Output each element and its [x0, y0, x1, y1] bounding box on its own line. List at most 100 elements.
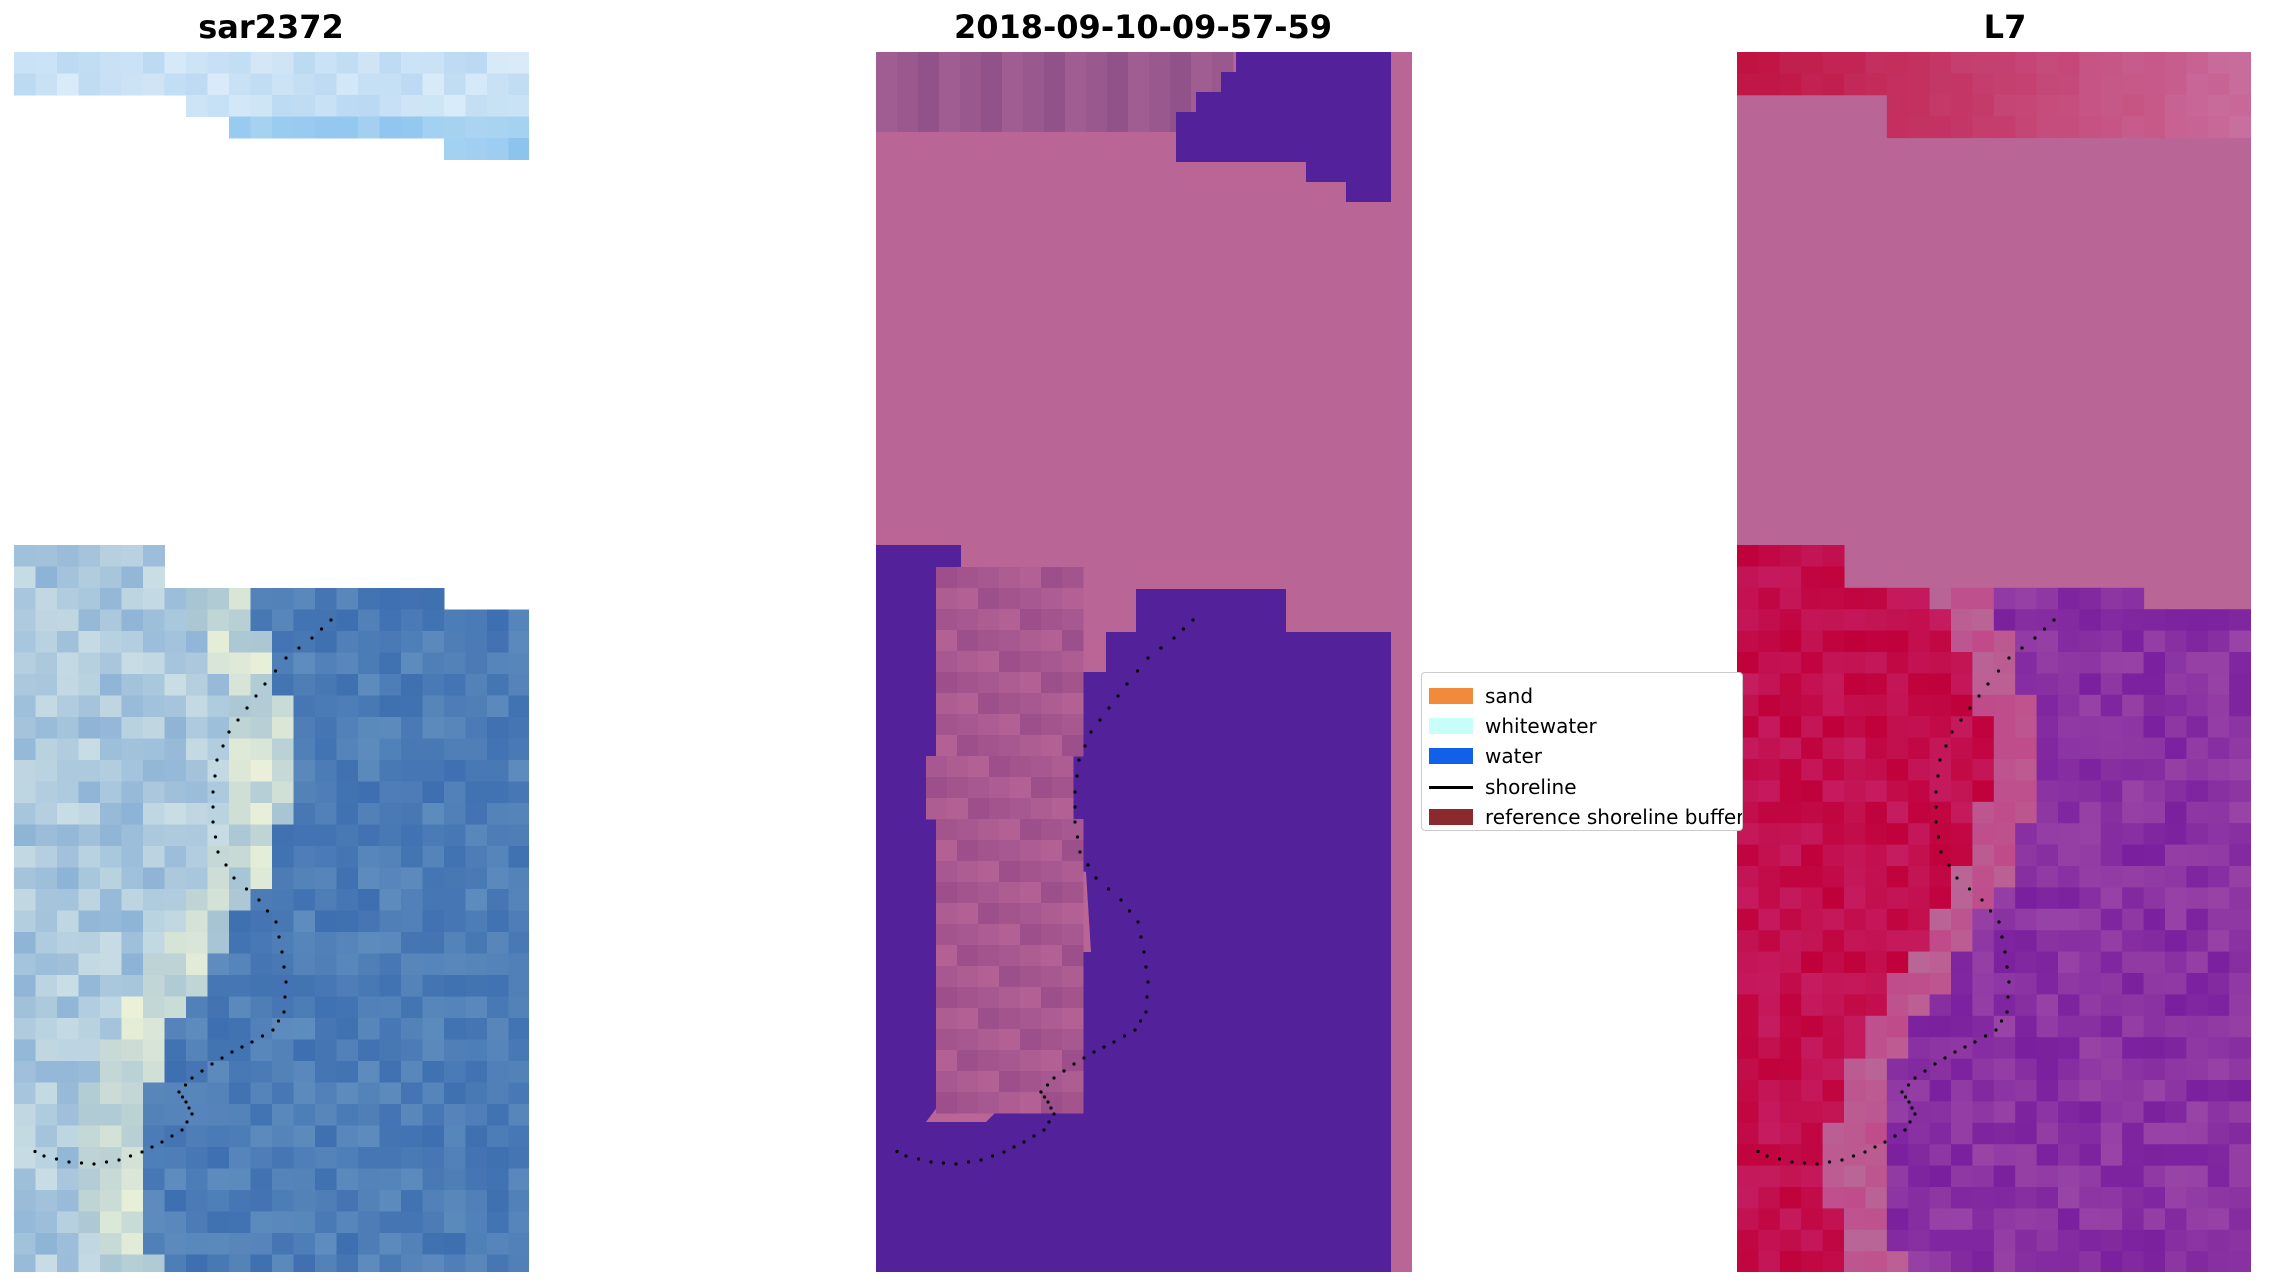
pixel — [1972, 1208, 1995, 1231]
pixel — [1779, 780, 1802, 803]
pixel — [35, 717, 58, 739]
pixel — [508, 1061, 529, 1083]
pixel — [1041, 882, 1063, 904]
legend-label-whitewater: whitewater — [1485, 714, 1597, 738]
pixel — [2015, 801, 2038, 824]
pixel — [1023, 52, 1045, 132]
pixel — [315, 631, 337, 653]
pixel — [1737, 609, 1759, 632]
pixel — [1908, 887, 1931, 910]
pixel — [2058, 908, 2080, 931]
pixel — [229, 1254, 251, 1272]
pixel — [968, 798, 990, 820]
pixel — [229, 95, 251, 117]
pixel — [401, 73, 423, 96]
pixel — [1951, 1058, 1973, 1081]
pixel — [78, 717, 101, 739]
pixel — [229, 717, 251, 739]
pixel — [14, 652, 36, 675]
pixel — [2036, 609, 2059, 632]
pixel — [1758, 930, 1781, 953]
shoreline-point — [1943, 1056, 1947, 1060]
shoreline-point — [1102, 1045, 1106, 1049]
shoreline-point — [1116, 694, 1120, 698]
pixel — [1062, 840, 1084, 862]
pixel — [2186, 994, 2209, 1017]
pixel — [1886, 116, 1909, 139]
pixel — [143, 609, 165, 632]
pixel — [186, 953, 208, 976]
shoreline-point — [1172, 636, 1176, 640]
pixel — [14, 566, 36, 589]
pixel — [1865, 673, 1888, 696]
pixel — [14, 1039, 36, 1062]
pixel — [1801, 759, 1824, 781]
shoreline-point — [1907, 1100, 1911, 1104]
pixel — [1929, 587, 1952, 610]
pixel — [1020, 1071, 1042, 1093]
pixel — [1993, 587, 2016, 610]
pixel — [293, 1018, 316, 1040]
pixel — [100, 803, 122, 825]
pixel — [121, 1104, 144, 1126]
pixel — [2015, 1187, 2038, 1209]
pixel — [508, 52, 529, 74]
pixel — [2100, 737, 2123, 760]
pixel — [336, 1125, 359, 1148]
pixel — [250, 1254, 273, 1272]
pixel — [2143, 994, 2166, 1017]
shoreline-point — [1996, 669, 2001, 673]
pixel — [57, 889, 79, 911]
pixel — [143, 975, 165, 997]
pixel — [422, 116, 445, 139]
pixel — [2165, 844, 2187, 867]
pixel — [229, 652, 251, 675]
pixel — [2207, 1229, 2230, 1252]
pixel — [315, 695, 337, 718]
pixel — [508, 1082, 529, 1105]
pixel — [2143, 866, 2166, 888]
pixel — [2165, 759, 2187, 781]
pixel — [229, 1211, 251, 1234]
pixel — [2186, 716, 2209, 739]
pixel — [250, 73, 273, 96]
shoreline-point — [200, 1069, 204, 1073]
pixel — [358, 1147, 380, 1169]
pixel — [336, 674, 359, 696]
shoreline-point — [1777, 1157, 1782, 1161]
pixel — [379, 932, 402, 954]
pixel — [1865, 694, 1888, 717]
pixel — [2229, 1208, 2251, 1231]
pixel — [229, 846, 251, 868]
pixel — [207, 52, 230, 74]
pixel — [2186, 780, 2209, 803]
pixel — [444, 1039, 466, 1062]
pixel — [1779, 587, 1802, 610]
pixel — [1993, 823, 2016, 846]
pixel — [422, 631, 445, 653]
pixel — [100, 674, 122, 696]
pixel — [957, 609, 979, 631]
pixel — [1844, 1058, 1866, 1081]
shoreline-point — [1082, 1056, 1086, 1060]
pixel — [2058, 844, 2080, 867]
pixel — [121, 695, 144, 718]
pixel — [2015, 866, 2038, 888]
pixel — [2207, 652, 2230, 674]
pixel — [2122, 737, 2145, 760]
pixel — [2165, 630, 2187, 653]
pixel — [100, 1018, 122, 1040]
pixel — [2100, 1229, 2123, 1252]
pixel — [2036, 759, 2059, 781]
pixel — [2122, 908, 2145, 931]
pixel — [508, 695, 529, 718]
pixel — [508, 846, 529, 868]
shoreline-point — [941, 1161, 946, 1165]
pixel — [293, 889, 316, 911]
pixel — [57, 824, 79, 847]
pixel — [465, 1018, 488, 1040]
pixel — [57, 1082, 79, 1105]
pixel — [100, 1233, 122, 1255]
shoreline-point — [1052, 1112, 1056, 1116]
pixel — [2058, 73, 2080, 96]
